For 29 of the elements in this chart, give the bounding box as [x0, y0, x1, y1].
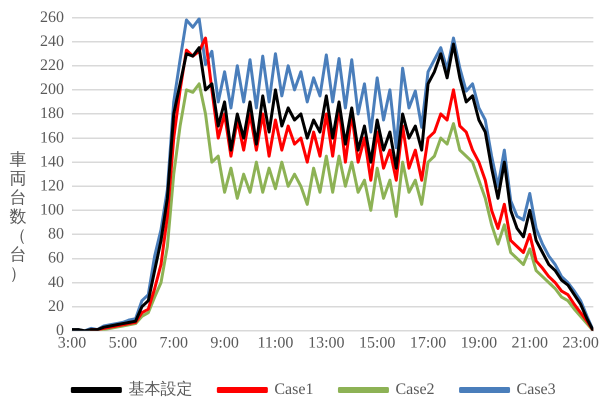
legend-label: Case1	[274, 381, 314, 398]
legend-label: Case3	[516, 381, 556, 398]
y-tick-label: 180	[40, 105, 64, 122]
x-tick-label: 23:00	[562, 334, 599, 352]
x-tick-label: 13:00	[308, 334, 345, 352]
legend-label: Case2	[395, 381, 435, 398]
y-tick-label: 140	[40, 153, 64, 170]
y-tick-label: 160	[40, 129, 64, 146]
y-tick-label: 60	[48, 250, 64, 267]
y-tick-label: 120	[40, 177, 64, 194]
x-tick-label: 11:00	[258, 334, 294, 352]
y-tick-label: 260	[40, 8, 64, 26]
y-tick-label: 40	[48, 274, 64, 291]
x-tick-label: 7:00	[160, 334, 188, 352]
x-tick-label: 5:00	[108, 334, 138, 352]
x-tick-label: 3:00	[58, 334, 86, 352]
y-tick-label: 80	[48, 226, 64, 243]
y-tick-label: 20	[48, 298, 64, 315]
y-axis-title: 車両台数（台）	[8, 150, 28, 283]
y-tick-label: 100	[40, 202, 64, 219]
legend-label: 基本設定	[128, 380, 192, 398]
x-tick-label: 15:00	[358, 334, 396, 352]
y-tick-label: 240	[40, 32, 64, 50]
x-tick-label: 19:00	[460, 334, 498, 352]
x-tick-label: 9:00	[210, 334, 239, 352]
y-tick-label: 200	[40, 81, 64, 98]
x-tick-label: 21:00	[512, 334, 548, 352]
y-tick-label: 220	[40, 56, 64, 74]
x-tick-label: 17:00	[410, 334, 446, 352]
